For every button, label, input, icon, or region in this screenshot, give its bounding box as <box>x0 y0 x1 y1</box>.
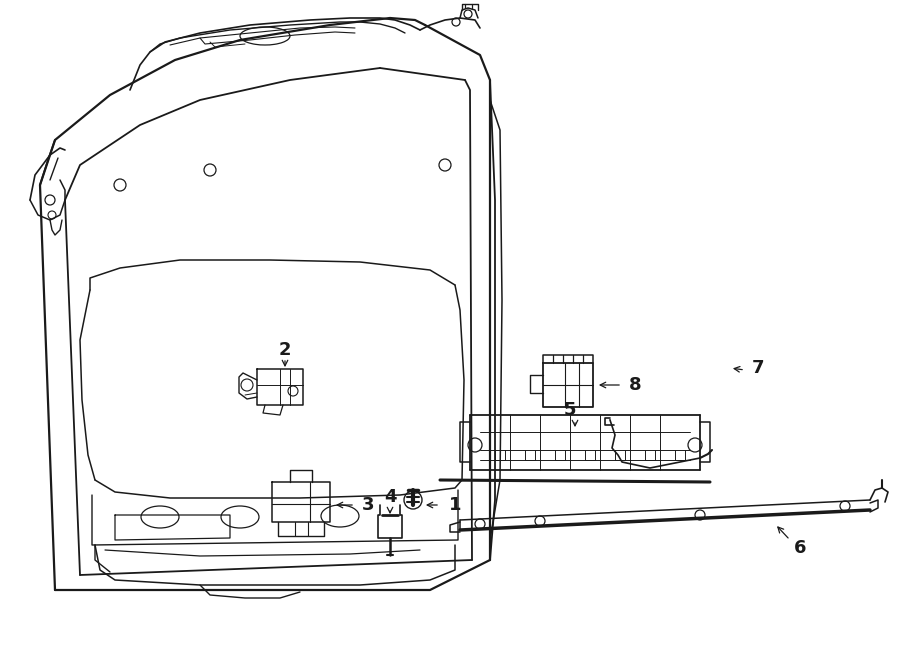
Text: 6: 6 <box>794 539 806 557</box>
Text: 5: 5 <box>563 401 576 419</box>
Text: 2: 2 <box>279 341 292 359</box>
Text: 8: 8 <box>629 376 642 394</box>
Text: 4: 4 <box>383 488 396 506</box>
Text: 7: 7 <box>752 359 764 377</box>
Text: 1: 1 <box>449 496 461 514</box>
Text: 3: 3 <box>362 496 374 514</box>
